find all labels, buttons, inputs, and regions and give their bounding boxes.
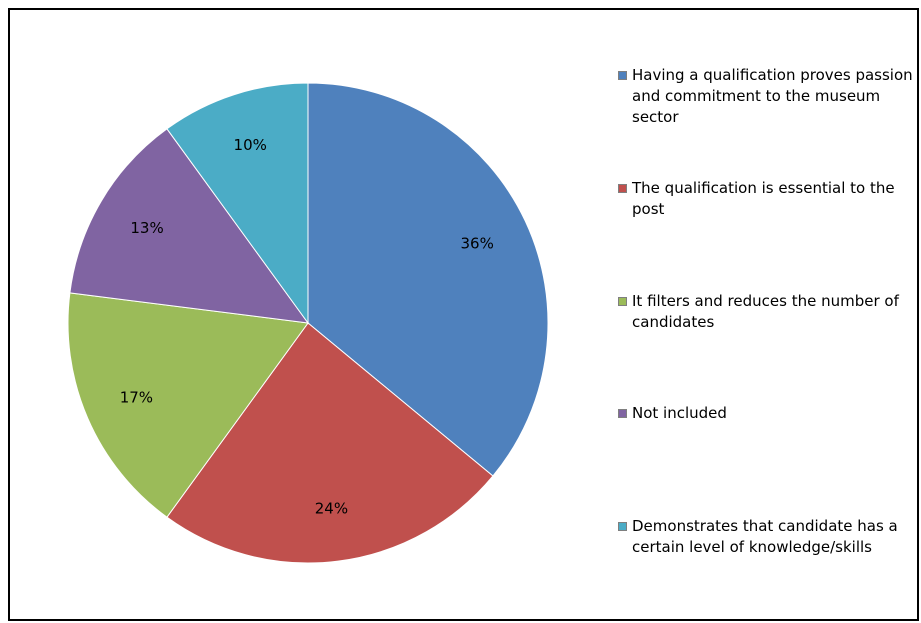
legend-item-not-included: Not included [618, 403, 918, 424]
pie-slices [67, 82, 549, 564]
pie-slice-it-filters-and-reduces-t [67, 292, 309, 518]
legend-swatch [618, 522, 627, 531]
legend-label: Demonstrates that candidate has a certai… [632, 517, 898, 556]
slice-value-label: 13% [130, 219, 163, 237]
slice-value-label: 24% [315, 500, 348, 518]
legend-item-knowledge: Demonstrates that candidate has a certai… [618, 516, 918, 558]
legend-label: It filters and reduces the number of can… [632, 292, 899, 331]
pie-labels: 36% 24% 17% 13% 10% [120, 136, 494, 517]
pie-chart: 36% 24% 17% 13% 10% [67, 82, 549, 564]
pie-slice-the-qualification-is-ess [166, 322, 494, 564]
pie-slice-not-included [69, 128, 310, 324]
slice-value-label: 17% [120, 388, 153, 406]
pie-slice-demonstrates-that-candid [166, 82, 309, 325]
legend-swatch [618, 409, 627, 418]
legend-item-passion: Having a qualification proves passion an… [618, 65, 918, 128]
slice-value-label: 36% [461, 234, 494, 252]
legend-label: The qualification is essential to the po… [632, 179, 895, 218]
legend-item-essential: The qualification is essential to the po… [618, 178, 918, 220]
chart-frame: 36% 24% 17% 13% 10% Having a qualification p… [8, 8, 919, 621]
pie-slice-having-a-qualification-p [307, 82, 549, 477]
legend-label: Not included [632, 404, 727, 422]
legend-swatch [618, 297, 627, 306]
legend-swatch [618, 71, 627, 80]
legend-item-filters: It filters and reduces the number of can… [618, 291, 918, 333]
slice-value-label: 10% [234, 136, 267, 154]
legend-label: Having a qualification proves passion an… [632, 66, 913, 126]
legend-swatch [618, 184, 627, 193]
